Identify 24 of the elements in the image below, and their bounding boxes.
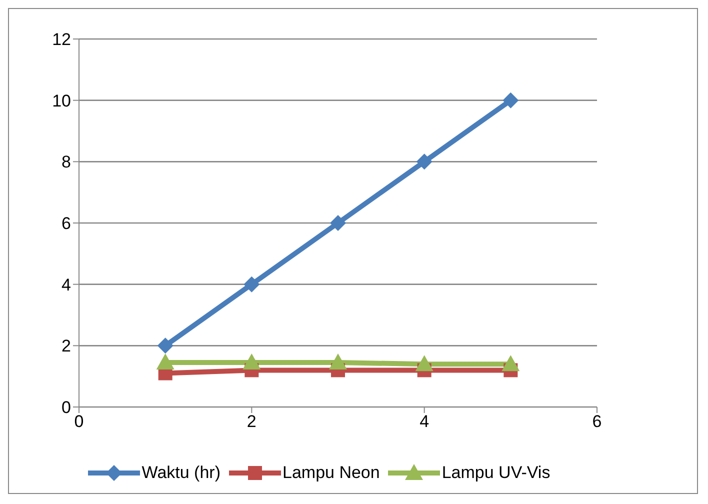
point (416, 154, 432, 170)
y-tick-label: 0 (62, 398, 71, 418)
y-tick-label: 4 (62, 275, 71, 294)
y-tick-label: 2 (62, 336, 71, 356)
x-tick-label: 2 (246, 412, 256, 432)
x-tick-label: 4 (420, 412, 430, 432)
legend-label: Lampu Neon (282, 463, 380, 483)
y-tick-label: 8 (62, 152, 71, 172)
y-tick-label: 6 (62, 214, 71, 234)
y-tick-label: 12 (52, 30, 71, 50)
point (244, 276, 260, 292)
point (415, 355, 434, 372)
point (502, 92, 519, 108)
x-tick-label: 0 (74, 412, 84, 432)
x-tick-label: 6 (592, 412, 602, 432)
point (156, 354, 174, 370)
point (329, 354, 347, 370)
legend-label: Waktu (hr) (140, 463, 220, 483)
legend-label: Lampu UV-Vis (440, 463, 550, 483)
point (330, 215, 346, 231)
point (502, 355, 520, 372)
y-tick-label: 10 (52, 91, 71, 110)
point (242, 354, 261, 370)
point (157, 338, 174, 354)
